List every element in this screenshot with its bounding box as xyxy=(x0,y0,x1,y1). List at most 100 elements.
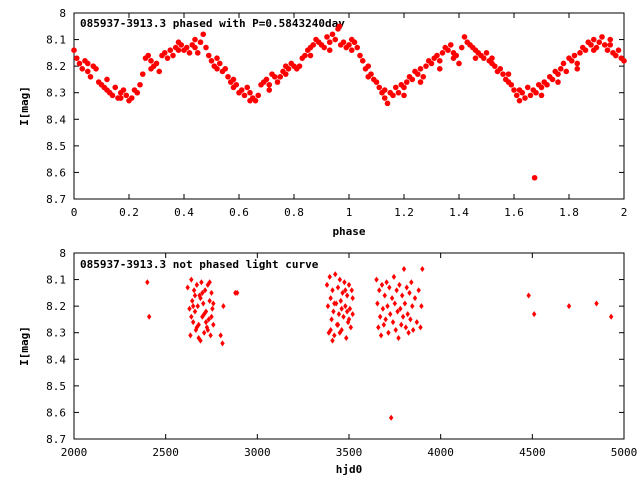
data-point xyxy=(388,311,393,318)
data-point xyxy=(531,174,538,181)
data-point xyxy=(447,42,454,48)
x-tick-label: 1.4 xyxy=(449,206,469,219)
data-point xyxy=(282,71,289,77)
data-point xyxy=(324,281,330,288)
data-point xyxy=(599,34,605,40)
data-point xyxy=(216,60,223,67)
data-point xyxy=(148,66,154,72)
data-point xyxy=(348,324,354,331)
data-point xyxy=(365,63,372,69)
data-point xyxy=(196,335,201,342)
data-point xyxy=(326,47,333,53)
data-point xyxy=(344,292,350,299)
data-point xyxy=(183,44,190,51)
data-point xyxy=(354,44,361,51)
data-point xyxy=(377,287,382,294)
data-point xyxy=(574,66,581,72)
data-point xyxy=(420,73,427,80)
data-point xyxy=(374,276,379,283)
data-point xyxy=(395,308,400,315)
data-point xyxy=(399,292,405,299)
data-point xyxy=(207,279,212,286)
data-point xyxy=(225,73,231,80)
data-point xyxy=(214,55,220,61)
data-point xyxy=(175,47,182,53)
x-tick-label: 0.2 xyxy=(119,206,139,219)
data-point xyxy=(461,34,468,40)
data-point xyxy=(137,81,143,88)
data-point xyxy=(331,308,336,315)
data-point xyxy=(436,58,443,64)
data-point xyxy=(186,50,193,56)
data-point xyxy=(538,92,545,99)
data-point xyxy=(399,321,404,328)
data-point xyxy=(385,303,390,310)
data-point xyxy=(145,279,150,286)
data-point xyxy=(386,329,391,336)
y-tick-label: 8.3 xyxy=(46,87,66,100)
data-point xyxy=(590,47,597,53)
data-point xyxy=(436,66,443,72)
phased-light-curve-panel: 085937-3913.3 phased with P=0.5843240day… xyxy=(18,7,627,238)
data-point xyxy=(403,324,409,331)
data-point xyxy=(406,329,411,336)
y-tick-label: 8.1 xyxy=(46,274,66,287)
data-point xyxy=(221,303,226,310)
data-point xyxy=(326,39,333,46)
data-point xyxy=(350,311,355,318)
data-point xyxy=(527,92,534,99)
data-point xyxy=(192,36,198,43)
data-point xyxy=(120,87,127,93)
data-point xyxy=(557,66,564,72)
data-point xyxy=(190,319,196,326)
data-point xyxy=(185,284,190,291)
data-point xyxy=(612,52,619,59)
data-point xyxy=(513,92,520,99)
data-point xyxy=(571,52,578,59)
data-point xyxy=(211,321,216,328)
data-point xyxy=(409,76,416,83)
data-point xyxy=(84,68,91,75)
data-point xyxy=(332,332,337,339)
data-point xyxy=(241,92,248,99)
x-tick-label: 3500 xyxy=(336,446,363,459)
y-tick-label: 8 xyxy=(59,247,66,260)
x-axis-label: phase xyxy=(332,225,365,238)
data-point xyxy=(392,84,399,91)
data-point xyxy=(325,303,331,310)
data-point xyxy=(342,279,347,286)
data-point xyxy=(516,87,523,93)
data-points xyxy=(71,23,627,181)
data-point xyxy=(255,92,262,99)
axis-ticks: 0 0.2 0.4 0.6 0.8 1 1.2 1.4 1.6 1.8 2 8 8.1 8.2 8.3 8.4… xyxy=(46,7,627,219)
data-point xyxy=(409,279,414,286)
data-point xyxy=(383,316,388,323)
data-point xyxy=(381,87,388,93)
data-point xyxy=(195,303,200,310)
data-point xyxy=(405,311,410,318)
data-point xyxy=(206,316,211,323)
y-tick-label: 8.5 xyxy=(46,140,66,153)
data-point xyxy=(384,100,391,107)
chart-title: 085937-3913.3 not phased light curve xyxy=(80,258,319,271)
data-point xyxy=(574,60,581,67)
data-point xyxy=(117,95,124,101)
data-point xyxy=(194,50,201,56)
data-point xyxy=(73,55,80,61)
data-point xyxy=(296,63,303,69)
data-point xyxy=(418,324,423,331)
data-point xyxy=(192,44,198,51)
data-point xyxy=(302,52,308,59)
data-point xyxy=(266,87,273,93)
y-tick-label: 8.1 xyxy=(46,34,66,47)
data-point xyxy=(607,42,614,48)
data-point xyxy=(247,97,253,104)
data-point xyxy=(201,329,207,336)
data-point xyxy=(524,84,531,91)
data-point xyxy=(398,305,403,312)
x-tick-label: 0.8 xyxy=(284,206,304,219)
data-point xyxy=(307,52,314,59)
x-tick-label: 5000 xyxy=(611,446,638,459)
data-point xyxy=(410,327,416,334)
